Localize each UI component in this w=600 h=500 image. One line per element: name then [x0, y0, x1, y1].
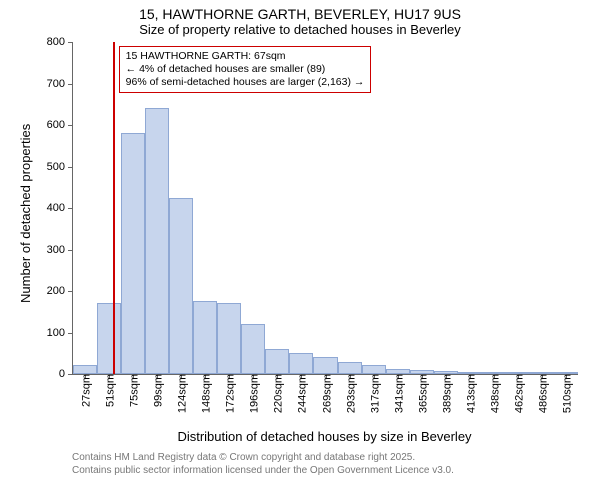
xtick-label: 293sqm	[342, 374, 357, 413]
property-marker-line	[113, 42, 115, 374]
xtick-label: 27sqm	[78, 374, 93, 407]
histogram-bar	[241, 324, 265, 374]
xtick-label: 148sqm	[198, 374, 213, 413]
xtick-label: 196sqm	[246, 374, 261, 413]
xtick-label: 51sqm	[102, 374, 117, 407]
xtick-label: 510sqm	[558, 374, 573, 413]
xtick-label: 389sqm	[438, 374, 453, 413]
xtick-label: 75sqm	[126, 374, 141, 407]
ytick-label: 200	[47, 285, 73, 297]
ytick-label: 300	[47, 244, 73, 256]
xtick-label: 220sqm	[270, 374, 285, 413]
xtick-label: 124sqm	[174, 374, 189, 413]
xtick-label: 438sqm	[486, 374, 501, 413]
histogram-bar	[289, 353, 313, 374]
annotation-line-2: ← 4% of detached houses are smaller (89)	[126, 63, 365, 76]
xtick-label: 341sqm	[390, 374, 405, 413]
ytick-label: 0	[59, 368, 73, 380]
histogram-bar	[169, 198, 193, 374]
footer-line-1: Contains HM Land Registry data © Crown c…	[72, 452, 454, 465]
histogram-bar	[145, 108, 169, 374]
y-axis-label: Number of detached properties	[18, 124, 33, 303]
xtick-label: 365sqm	[414, 374, 429, 413]
xtick-label: 244sqm	[294, 374, 309, 413]
figure: 15, HAWTHORNE GARTH, BEVERLEY, HU17 9US …	[0, 0, 600, 500]
histogram-bar	[97, 303, 121, 374]
title-line-1: 15, HAWTHORNE GARTH, BEVERLEY, HU17 9US	[0, 0, 600, 22]
ytick-label: 800	[47, 36, 73, 48]
annotation-box: 15 HAWTHORNE GARTH: 67sqm← 4% of detache…	[119, 46, 372, 93]
plot-area: 010020030040050060070080027sqm51sqm75sqm…	[72, 42, 578, 375]
ytick-label: 400	[47, 202, 73, 214]
histogram-bar	[73, 365, 97, 374]
histogram-bar	[121, 133, 145, 374]
annotation-line-1: 15 HAWTHORNE GARTH: 67sqm	[126, 50, 365, 63]
title-line-2: Size of property relative to detached ho…	[0, 22, 600, 37]
xtick-label: 172sqm	[222, 374, 237, 413]
xtick-label: 99sqm	[150, 374, 165, 407]
histogram-bar	[313, 357, 337, 374]
footer-attribution: Contains HM Land Registry data © Crown c…	[72, 452, 454, 477]
histogram-bar	[217, 303, 241, 374]
xtick-label: 486sqm	[534, 374, 549, 413]
ytick-label: 100	[47, 327, 73, 339]
histogram-bar	[338, 362, 362, 374]
histogram-bar	[362, 365, 386, 374]
xtick-label: 317sqm	[366, 374, 381, 413]
xtick-label: 462sqm	[510, 374, 525, 413]
x-axis-label: Distribution of detached houses by size …	[72, 429, 577, 444]
footer-line-2: Contains public sector information licen…	[72, 465, 454, 478]
histogram-bar	[193, 301, 217, 374]
xtick-label: 269sqm	[318, 374, 333, 413]
histogram-bar	[265, 349, 289, 374]
ytick-label: 700	[47, 78, 73, 90]
ytick-label: 600	[47, 119, 73, 131]
ytick-label: 500	[47, 161, 73, 173]
xtick-label: 413sqm	[462, 374, 477, 413]
annotation-line-3: 96% of semi-detached houses are larger (…	[126, 76, 365, 89]
